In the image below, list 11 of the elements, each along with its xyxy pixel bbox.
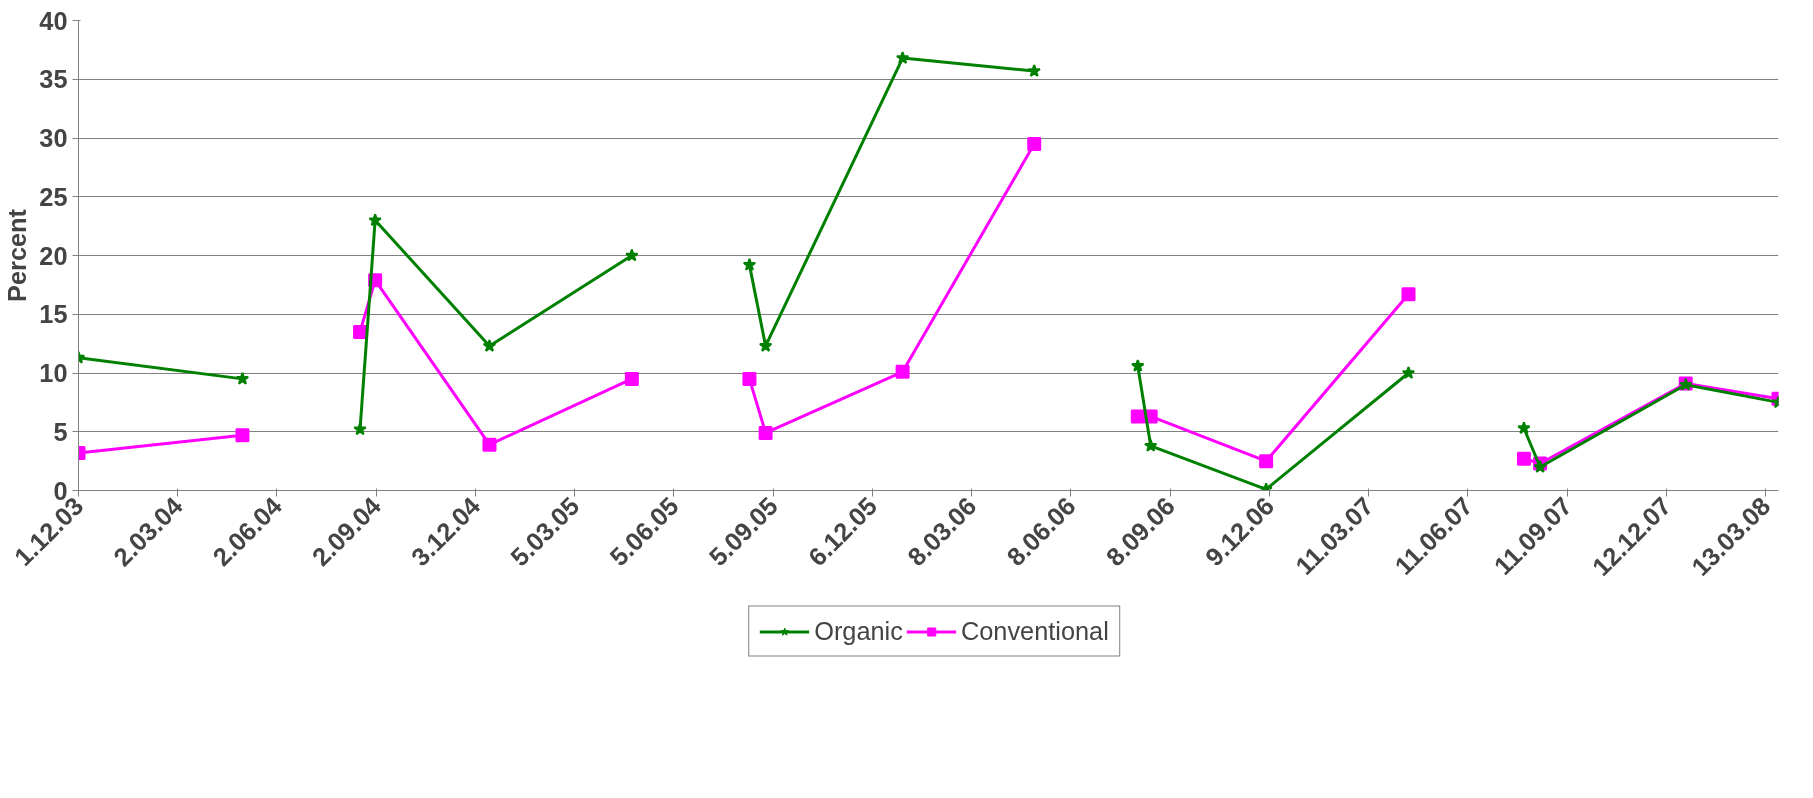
y-axis-title: Percent <box>3 208 32 302</box>
y-tick-label: 5 <box>53 417 68 446</box>
y-tick-label: 20 <box>39 241 68 270</box>
y-tick-label: 35 <box>39 65 68 94</box>
y-tick-label: 25 <box>39 182 68 211</box>
y-tick-label: 30 <box>39 124 68 152</box>
y-tick-label: 15 <box>39 300 68 329</box>
y-tick-label: 10 <box>39 359 68 387</box>
legend-label: Conventional <box>960 616 1109 646</box>
y-tick-label: 40 <box>39 6 68 35</box>
legend-label: Organic <box>814 616 903 646</box>
